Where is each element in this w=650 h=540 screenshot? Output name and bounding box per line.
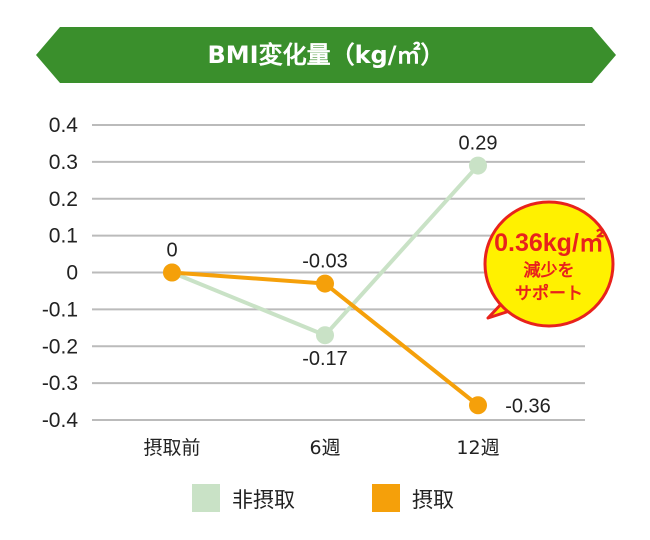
x-tick-label: 摂取前 [143, 437, 200, 459]
data-label: 0 [166, 240, 177, 262]
y-tick-label: 0.3 [49, 151, 78, 174]
data-label: -0.03 [302, 251, 348, 273]
x-tick-label: 6週 [309, 437, 340, 459]
y-tick-label: 0.1 [49, 225, 78, 248]
y-tick-label: -0.1 [42, 298, 78, 321]
y-tick-label: -0.4 [42, 409, 79, 432]
reduction-badge: 0.36kg/㎡ 減少を サポート [483, 200, 615, 328]
badge-circle [483, 200, 615, 328]
y-tick-label: 0.2 [49, 188, 78, 211]
legend: 非摂取 摂取 [192, 484, 454, 512]
y-axis-ticks: 0.4 0.3 0.2 0.1 0 -0.1 -0.2 -0.3 -0.4 [42, 114, 79, 432]
legend-swatch-intake [372, 484, 400, 512]
series-group [163, 156, 487, 415]
data-point [316, 326, 334, 345]
y-tick-label: -0.3 [42, 372, 78, 395]
chart-title: BMI変化量（kg/㎡） [207, 41, 444, 69]
title-banner [36, 27, 616, 83]
badge-line1: 減少を [524, 260, 575, 281]
x-axis-ticks: 摂取前 6週 12週 [143, 437, 499, 459]
badge-line2: サポート [515, 283, 583, 304]
data-label: -0.36 [505, 395, 551, 417]
y-tick-label: -0.2 [42, 335, 78, 358]
data-point [469, 396, 487, 415]
legend-swatch-nonintake [192, 484, 220, 512]
data-labels: -0.17 0.29 0 -0.03 -0.36 [166, 133, 550, 418]
data-point [469, 156, 487, 175]
data-label: -0.17 [302, 348, 348, 370]
data-label: 0.29 [459, 133, 498, 155]
legend-label-nonintake: 非摂取 [232, 488, 295, 512]
badge-main-text: 0.36kg/㎡ [494, 228, 604, 257]
x-tick-label: 12週 [456, 437, 499, 459]
data-point [316, 274, 334, 293]
legend-label-intake: 摂取 [412, 488, 454, 512]
data-point [163, 263, 181, 282]
y-tick-label: 0 [66, 262, 78, 285]
y-tick-label: 0.4 [49, 114, 79, 137]
